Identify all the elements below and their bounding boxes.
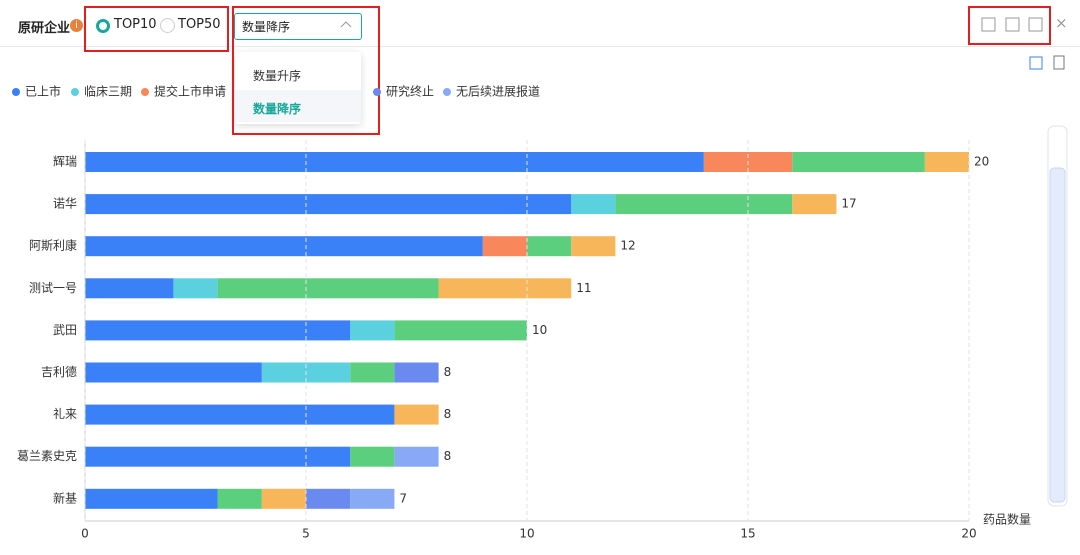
y-tick-label: 诺华 — [53, 197, 77, 211]
close-icon[interactable]: × — [1055, 14, 1068, 32]
radio-top50[interactable] — [160, 18, 175, 33]
y-tick-label: 新基 — [53, 490, 77, 505]
scroll-handle[interactable] — [1049, 167, 1066, 503]
highlight-box — [968, 6, 1051, 45]
header-bar — [0, 0, 1080, 47]
y-tick-label: 礼来 — [53, 406, 77, 421]
bar-segment — [85, 362, 262, 383]
bar-segment — [394, 446, 439, 467]
legend-label: 临床三期 — [84, 85, 132, 99]
bar-segment — [85, 194, 572, 215]
bar-segment — [394, 362, 439, 383]
sort-select-value: 数量降序 — [242, 20, 291, 34]
download-icon[interactable] — [1005, 17, 1020, 32]
bar-segment — [217, 488, 262, 509]
y-tick-label: 武田 — [53, 323, 77, 337]
legend-dot — [141, 88, 149, 96]
menu-option-selected[interactable] — [235, 90, 361, 122]
open-icon[interactable] — [1028, 17, 1043, 32]
radio-label[interactable]: TOP50 — [178, 17, 221, 32]
bar-segment — [792, 194, 837, 215]
bar-segment — [85, 152, 704, 172]
bar-segment — [350, 362, 395, 383]
bar-segment — [615, 194, 793, 215]
bar-segment — [482, 236, 527, 257]
radio-label[interactable]: TOP10 — [114, 17, 157, 32]
highlight-box — [232, 6, 380, 135]
legend-dot — [71, 88, 79, 96]
total-label: 11 — [576, 281, 591, 295]
bar-segment — [85, 446, 351, 467]
bar-segment — [261, 488, 306, 509]
bar-segment — [85, 404, 395, 425]
highlight-box — [84, 6, 229, 52]
legend-label: 已上市 — [25, 84, 61, 99]
chevron — [340, 21, 352, 28]
total-label: 12 — [620, 239, 635, 253]
legend-dot — [373, 88, 381, 96]
chart-view-icon[interactable] — [1029, 56, 1043, 70]
header-title: 原研企业 — [18, 21, 71, 36]
total-label: 17 — [841, 197, 856, 211]
bar-segment — [350, 446, 395, 467]
x-tick-label: 20 — [961, 527, 976, 541]
bar-segment — [792, 152, 925, 172]
legend-dot — [12, 88, 20, 96]
x-tick-label: 5 — [302, 527, 310, 541]
y-tick-label: 辉瑞 — [53, 155, 77, 169]
total-label: 8 — [444, 449, 452, 463]
sort-select[interactable] — [234, 13, 362, 40]
legend-label: 提交上市申请 — [154, 84, 226, 99]
y-tick-label: 阿斯利康 — [29, 238, 77, 253]
y-tick-label: 测试一号 — [29, 280, 77, 295]
y-tick-label: 吉利德 — [41, 364, 77, 379]
total-label: 10 — [532, 323, 547, 337]
info-icon[interactable]: i — [70, 19, 83, 32]
legend-label: 研究终止 — [386, 84, 434, 99]
total-label: 8 — [444, 407, 452, 421]
bar-segment — [394, 320, 527, 341]
total-label: 20 — [974, 155, 989, 169]
bar-segment — [438, 278, 572, 299]
radio-top10[interactable] — [96, 19, 110, 33]
total-label: 7 — [399, 491, 407, 505]
legend-dot — [443, 88, 451, 96]
menu-option[interactable]: 数量升序 — [253, 69, 302, 83]
menu-option[interactable]: 数量降序 — [253, 102, 302, 116]
x-tick-label: 15 — [740, 527, 755, 541]
fullscreen-icon[interactable] — [981, 17, 996, 32]
x-axis-title: 药品数量 — [983, 512, 1031, 527]
bar-segment — [306, 488, 351, 509]
bar-segment — [571, 236, 616, 257]
view-icons — [1029, 55, 1065, 70]
bar-segment — [217, 278, 439, 299]
bar-segment — [85, 320, 351, 341]
x-tick-label: 10 — [519, 527, 534, 541]
bar-segment — [571, 194, 616, 215]
bar-segment — [527, 236, 572, 257]
total-label: 8 — [444, 365, 452, 379]
table-view-icon[interactable] — [1053, 55, 1065, 70]
toolbar-icons — [981, 17, 1043, 32]
bar-segment — [924, 152, 969, 172]
bar-segment — [85, 488, 218, 509]
bar-segment — [350, 320, 395, 341]
y-tick-label: 葛兰素史克 — [17, 449, 77, 463]
bar-segment — [394, 404, 439, 425]
bar-segment — [350, 488, 395, 509]
bar-segment — [85, 278, 174, 299]
bar-segment — [173, 278, 218, 299]
bar-segment — [85, 236, 483, 257]
legend-label: 无后续进展报道 — [456, 84, 540, 99]
x-tick-label: 0 — [81, 527, 89, 541]
